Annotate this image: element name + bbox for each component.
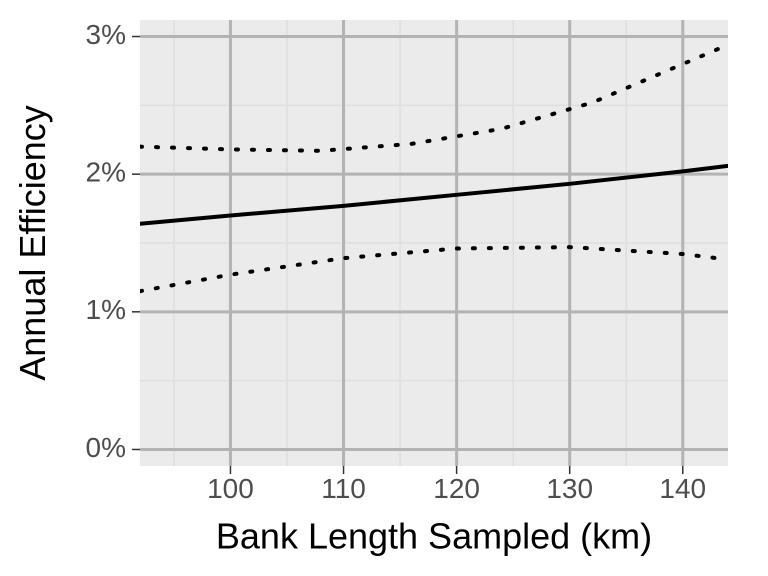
x-axis-title: Bank Length Sampled (km) <box>216 515 652 556</box>
chart-container: 100 110 120 130 140 0% 1% 2% 3% Bank Length Sampl… <box>0 0 768 576</box>
x-tick-label: 110 <box>321 473 366 504</box>
plot-panel <box>140 20 728 466</box>
y-axis-title: Annual Efficiency <box>12 105 53 381</box>
x-tick-label: 140 <box>659 473 706 504</box>
y-tick-label: 0% <box>86 432 126 463</box>
y-tick-label: 2% <box>86 157 126 188</box>
y-tick-label: 3% <box>86 19 126 50</box>
y-tick-label: 1% <box>86 294 126 325</box>
x-tick-label: 120 <box>433 473 480 504</box>
x-tick-label: 100 <box>207 473 254 504</box>
x-tick-label: 130 <box>546 473 593 504</box>
